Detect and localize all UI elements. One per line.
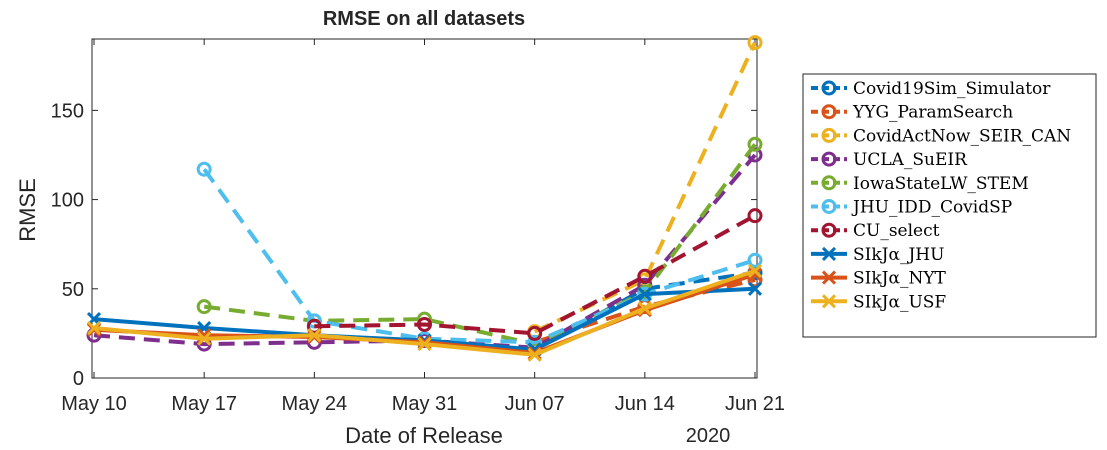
- x-marker-stroke: [637, 301, 652, 316]
- x-marker-stroke: [821, 270, 837, 285]
- legend-entry: YYG_ParamSearch: [811, 103, 1013, 123]
- data-point: [417, 337, 432, 352]
- x-tick-label: May 31: [392, 393, 458, 415]
- plot-area: 0 50 100 150 May 10 May 17 May 24 May 31 Jun 07 J…: [51, 35, 785, 415]
- data-point: [637, 301, 652, 316]
- x-marker-stroke: [637, 287, 652, 302]
- legend-entry: CovidActNow_SEIR_CAN: [811, 126, 1071, 146]
- series-line: [202, 168, 756, 345]
- legend: Covid19Sim_Simulator YYG_ParamSearch Covid…: [802, 73, 1097, 338]
- data-point: [637, 287, 652, 302]
- legend-marker: [821, 222, 837, 238]
- series-9: [86, 263, 763, 362]
- legend-label: UCLA_SuEIR: [853, 150, 968, 170]
- x-marker-stroke: [747, 263, 763, 279]
- x-marker-stroke: [86, 320, 102, 336]
- data-point: [747, 252, 763, 268]
- legend-marker: [821, 199, 837, 214]
- legend-label: Covid19Sim_Simulator: [853, 79, 1051, 99]
- y-tick-label: 0: [73, 368, 84, 390]
- legend-label: SIkJα_NYT: [853, 269, 947, 289]
- legend-box: [802, 73, 1097, 338]
- data-point: [307, 328, 322, 343]
- y-tick-label: 50: [62, 279, 84, 301]
- data-point: [747, 136, 763, 152]
- data-point: [197, 331, 212, 346]
- legend-marker: [821, 104, 837, 120]
- legend-label: YYG_ParamSearch: [852, 103, 1013, 123]
- x-tick-label: Jun 07: [505, 393, 565, 415]
- legend-marker: [821, 175, 837, 191]
- x-marker-stroke: [821, 294, 837, 309]
- data-point: [86, 320, 102, 336]
- x-tick-label: Jun 21: [725, 393, 785, 415]
- legend-entry: UCLA_SuEIR: [811, 150, 968, 170]
- data-point: [306, 318, 322, 334]
- legend-label: IowaStateLW_STEM: [853, 174, 1029, 194]
- data-point: [747, 281, 763, 296]
- legend-entry: SIkJα_USF: [811, 292, 946, 312]
- series-6: [306, 208, 763, 341]
- x-marker-stroke: [527, 347, 542, 362]
- legend-entry: JHU_IDD_CovidSP: [811, 198, 1012, 218]
- legend-label: JHU_IDD_CovidSP: [851, 198, 1012, 218]
- x-axis-year-label: 2020: [686, 425, 731, 447]
- legend-marker: [821, 127, 837, 143]
- legend-marker: [821, 294, 837, 309]
- legend-marker: [821, 80, 837, 96]
- legend-entry: Covid19Sim_Simulator: [811, 79, 1051, 99]
- legend-label: SIkJα_JHU: [853, 245, 944, 265]
- legend-label: SIkJα_USF: [853, 292, 946, 312]
- x-marker-stroke: [307, 328, 322, 343]
- x-tick-label: Jun 14: [615, 393, 675, 415]
- data-point: [637, 268, 653, 284]
- data-point: [747, 35, 763, 51]
- legend-entry: SIkJα_JHU: [811, 245, 944, 265]
- x-marker-stroke: [417, 337, 432, 352]
- x-marker-stroke: [821, 246, 837, 261]
- x-tick-label: May 17: [171, 393, 237, 415]
- data-point: [527, 347, 542, 362]
- data-point: [747, 208, 763, 224]
- plot-frame: [91, 38, 758, 379]
- data-point: [747, 263, 763, 279]
- legend-entry: SIkJα_NYT: [811, 269, 947, 289]
- y-tick-label: 150: [51, 100, 84, 122]
- data-point: [196, 299, 212, 315]
- legend-entry: CU_select: [811, 221, 940, 241]
- legend-marker: [821, 246, 837, 261]
- legend-marker: [821, 151, 837, 167]
- legend-entry: IowaStateLW_STEM: [811, 174, 1029, 194]
- y-tick-label: 100: [51, 190, 84, 212]
- x-tick-label: May 10: [61, 393, 127, 415]
- data-point: [417, 316, 432, 332]
- x-axis-label: Date of Release: [345, 423, 503, 448]
- legend-label: CU_select: [853, 221, 940, 241]
- chart-title: RMSE on all datasets: [323, 8, 525, 30]
- series-line: [314, 213, 756, 336]
- data-point: [527, 325, 543, 341]
- x-tick-label: May 24: [282, 393, 348, 415]
- x-marker-stroke: [197, 331, 212, 346]
- legend-label: CovidActNow_SEIR_CAN: [853, 126, 1071, 146]
- legend-marker: [821, 270, 837, 285]
- x-marker-stroke: [747, 267, 763, 282]
- x-marker-stroke: [747, 281, 763, 296]
- data-point: [196, 161, 212, 177]
- y-axis-label: RMSE: [15, 178, 40, 242]
